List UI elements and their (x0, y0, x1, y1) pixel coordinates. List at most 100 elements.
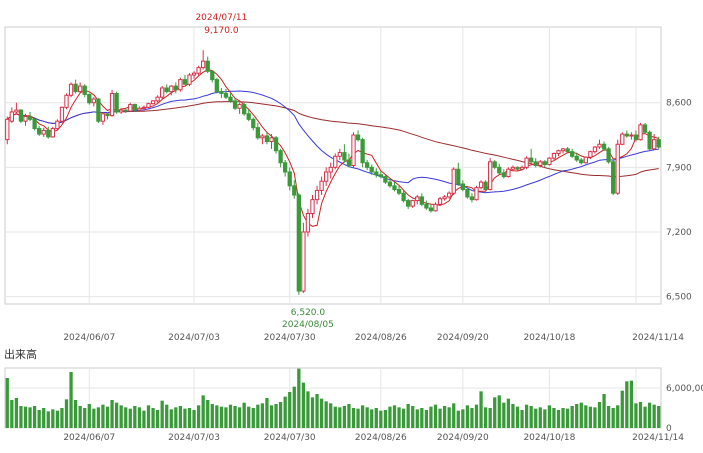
volume-bar (251, 408, 255, 428)
volume-x-tick: 2024/09/20 (437, 433, 489, 443)
volume-bar (438, 408, 442, 428)
volume-panel-title: 出来高 (4, 347, 37, 361)
volume-bar (584, 405, 588, 428)
candle-body (547, 157, 552, 166)
candle-body (592, 146, 598, 153)
candle-body (492, 161, 497, 168)
candle-body (260, 135, 265, 139)
volume-bar (383, 410, 388, 428)
volume-bar (556, 410, 561, 428)
candle-body (570, 151, 575, 157)
volume-bar (411, 406, 415, 428)
volume-bar (497, 395, 501, 428)
volume-x-tick: 2024/07/30 (264, 433, 316, 443)
volume-bar (101, 404, 105, 428)
volume-bar (301, 382, 306, 428)
candle-body (328, 166, 333, 173)
candle-body (150, 100, 156, 105)
candle-body (406, 200, 411, 207)
volume-bar (620, 390, 624, 428)
volume-bar (151, 408, 155, 428)
volume-bar (201, 395, 205, 428)
candle-body (456, 168, 461, 185)
candle-body (73, 83, 78, 93)
candle-body (201, 60, 206, 69)
candle-body (615, 143, 620, 194)
candle-body (123, 109, 128, 112)
candle-body (633, 134, 639, 141)
volume-bar (606, 406, 611, 428)
volume-bar (83, 408, 87, 428)
candle-body (91, 98, 96, 104)
volume-bar (388, 406, 392, 428)
volume-bar (529, 406, 533, 428)
volume-bar (593, 407, 597, 428)
volume-bar (401, 408, 406, 428)
candle-body (50, 128, 55, 138)
low-date-label: 2024/08/05 (282, 320, 334, 330)
volume-bar (579, 402, 583, 428)
volume-bar (92, 408, 96, 428)
candle-body (583, 156, 588, 164)
volume-bar (114, 402, 119, 428)
candle-body (23, 116, 28, 122)
candle-body (100, 113, 106, 122)
volume-bar (347, 404, 351, 428)
candle-body (264, 135, 270, 142)
price-x-tick: 2024/08/26 (355, 333, 407, 343)
candle-body (560, 148, 566, 152)
volume-bar (524, 404, 529, 428)
volume-bar (306, 391, 310, 428)
candle-body (46, 129, 51, 138)
candle-body (246, 113, 251, 120)
candle-body (647, 131, 652, 150)
candle-body (182, 79, 188, 85)
volume-bar (365, 407, 369, 428)
high-date-label: 2024/07/11 (195, 13, 247, 23)
volume-bar (552, 408, 556, 428)
price-y-tick: 8,600 (666, 99, 692, 109)
volume-bar (14, 398, 19, 428)
volume-bar (351, 408, 356, 428)
volume-bar (269, 405, 274, 428)
candle-body (465, 189, 470, 198)
candle-body (59, 106, 65, 122)
candle-body (497, 166, 502, 174)
volume-bar (219, 406, 224, 428)
volume-bar (23, 406, 28, 428)
price-x-tick: 2024/06/07 (63, 333, 115, 343)
volume-bar (415, 409, 419, 428)
volume-bar (511, 404, 515, 428)
candle-body (9, 111, 14, 122)
candle-body (109, 92, 115, 117)
volume-bar (128, 408, 132, 428)
candle-body (187, 74, 192, 85)
candle-body (588, 151, 593, 158)
volume-bar (629, 380, 634, 428)
candle-body (611, 161, 616, 194)
candle-body (524, 157, 529, 168)
volume-bar (515, 406, 520, 428)
volume-bar (274, 404, 278, 428)
volume-bar (429, 406, 433, 428)
candle-body (292, 185, 297, 196)
candle-body (501, 172, 506, 178)
candle-body (251, 118, 256, 129)
volume-y-tick: 0 (666, 424, 672, 434)
volume-bar (483, 407, 488, 428)
volume-bar (292, 386, 296, 428)
candle-body (78, 85, 83, 93)
volume-bar (237, 407, 242, 428)
candle-body (296, 194, 301, 292)
candle-body (41, 129, 46, 135)
volume-bar (10, 400, 14, 428)
candle-body (5, 118, 10, 141)
candle-body (597, 143, 602, 148)
volume-bar (638, 402, 643, 428)
candle-body (410, 200, 415, 207)
candle-body (278, 150, 283, 164)
volume-bar (110, 400, 114, 428)
candle-body (638, 124, 643, 141)
candle-body (574, 155, 579, 161)
